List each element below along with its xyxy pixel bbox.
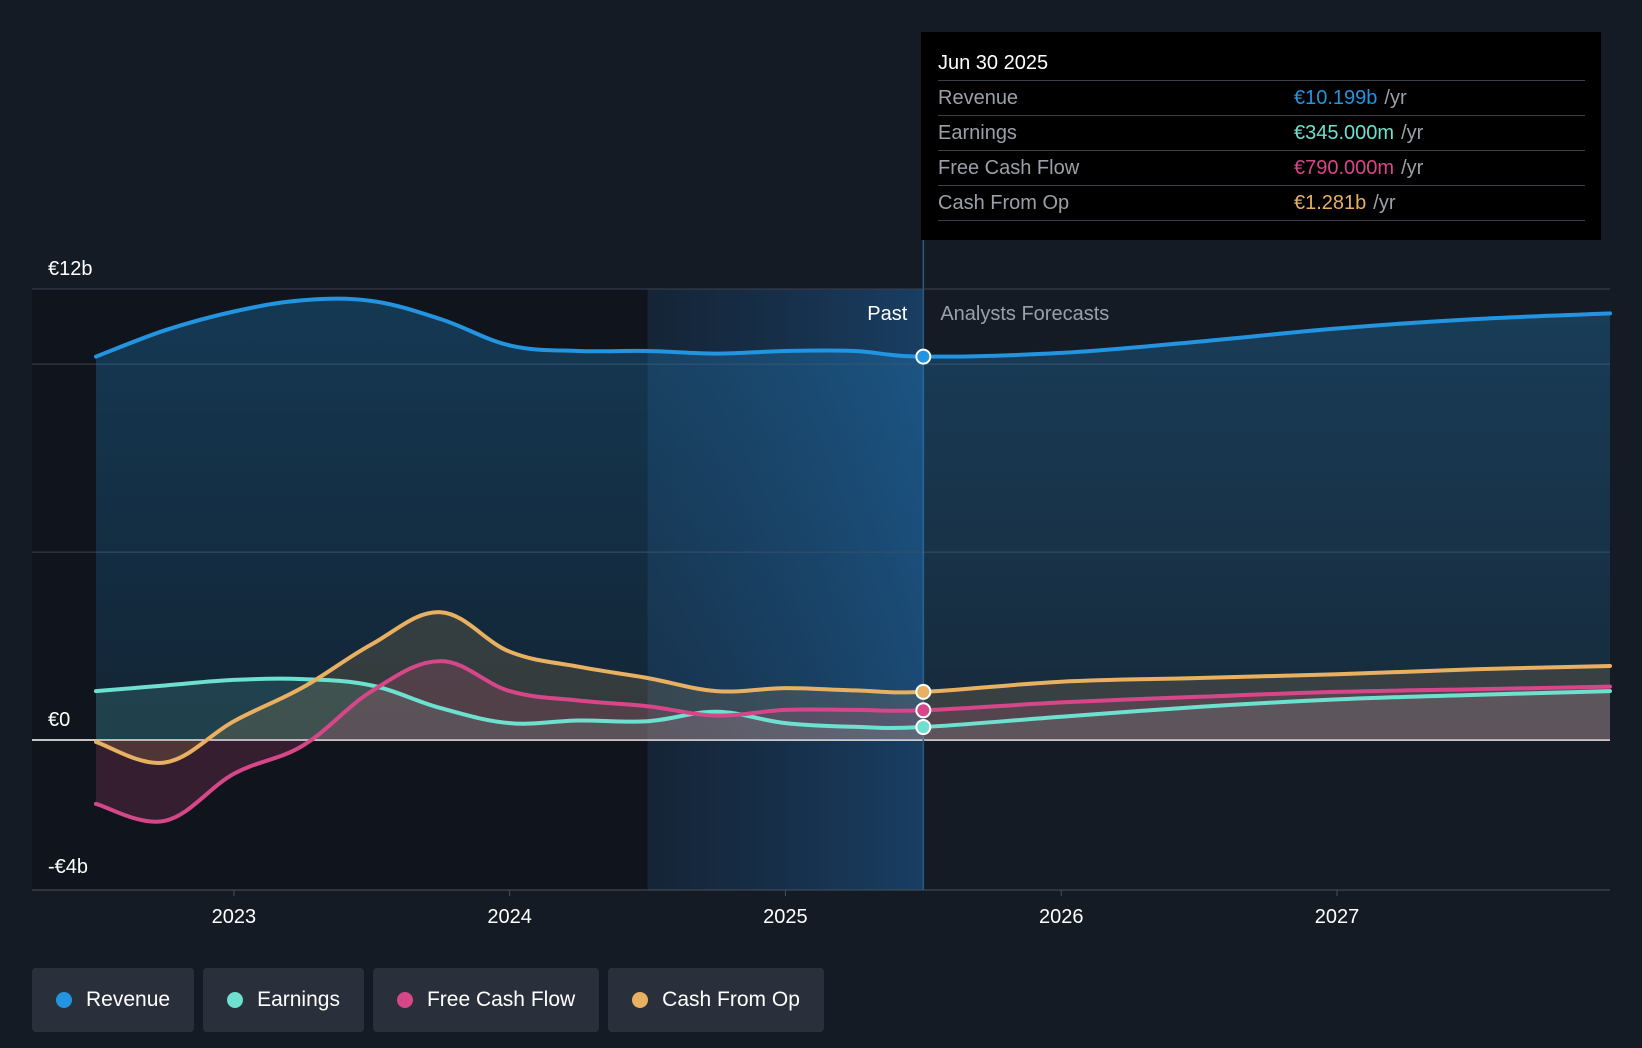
tooltip-row: Free Cash Flow €790.000m/yr — [938, 151, 1585, 186]
legend-item-revenue[interactable]: Revenue — [32, 968, 195, 1032]
forecast-label: Analysts Forecasts — [940, 303, 1109, 325]
tooltip-panel: Jun 30 2025 Revenue €10.199b/yr Earnings €3… — [921, 32, 1601, 240]
tooltip-row-label: Free Cash Flow — [938, 157, 1080, 179]
tooltip-row-unit: /yr — [1401, 157, 1424, 179]
cash-from-op-marker — [915, 683, 932, 700]
tooltip-row-value: €10.199b — [1294, 87, 1378, 109]
x-tick-label: 2026 — [1039, 906, 1084, 928]
earnings-marker — [915, 719, 932, 736]
x-tick-label: 2027 — [1315, 906, 1360, 928]
legend-dot-icon — [227, 992, 244, 1008]
free-cash-flow-line — [94, 659, 1612, 824]
y-tick-label: €12b — [48, 258, 93, 280]
cash-from-op-area — [96, 612, 1610, 763]
y-tick-label: -€4b — [48, 856, 88, 878]
earnings-line — [94, 676, 1612, 730]
x-tick-label: 2023 — [212, 906, 257, 928]
revenue-marker — [915, 348, 932, 365]
legend-label: Earnings — [257, 988, 340, 1011]
earnings-area — [96, 678, 1610, 740]
legend-item-cash-from-op[interactable]: Cash From Op — [608, 968, 824, 1032]
legend-dot-icon — [632, 992, 649, 1008]
tooltip-row-value: €1.281b — [1294, 192, 1367, 214]
x-tick-label: 2025 — [763, 906, 808, 928]
tooltip-row: Revenue €10.199b/yr — [938, 81, 1585, 116]
chart-legend: Revenue Earnings Free Cash Flow Cash From O… — [32, 968, 824, 1032]
tooltip-row: Cash From Op €1.281b/yr — [938, 186, 1585, 221]
earnings-revenue-chart: €12b €0 -€4b 2023 2024 2025 2026 2027 Past Analys… — [32, 240, 1612, 928]
legend-dot-icon — [56, 992, 72, 1008]
x-tick-label: 2024 — [487, 906, 532, 928]
tooltip-row-label: Cash From Op — [938, 192, 1070, 214]
legend-item-earnings[interactable]: Earnings — [203, 968, 364, 1032]
legend-label: Revenue — [86, 988, 171, 1011]
tooltip-row-value: €790.000m — [1294, 157, 1395, 179]
legend-label: Free Cash Flow — [426, 988, 576, 1011]
tooltip-row-value: €345.000m — [1294, 122, 1395, 144]
revenue-line — [94, 296, 1612, 359]
legend-item-free-cash-flow[interactable]: Free Cash Flow — [372, 968, 600, 1032]
tooltip-row-label: Revenue — [938, 87, 1019, 109]
free-cash-flow-marker — [915, 702, 932, 719]
cash-from-op-line — [94, 610, 1612, 765]
tooltip-date: Jun 30 2025 — [938, 46, 1585, 81]
legend-dot-icon — [396, 992, 413, 1008]
free-cash-flow-area — [96, 661, 1610, 822]
tooltip-row: Earnings €345.000m/yr — [938, 116, 1585, 151]
tooltip-row-unit: /yr — [1373, 192, 1396, 214]
past-label: Past — [867, 303, 907, 325]
legend-label: Cash From Op — [662, 988, 800, 1011]
y-tick-label: €0 — [48, 709, 70, 731]
tooltip-row-label: Earnings — [938, 122, 1017, 144]
tooltip-row-unit: /yr — [1384, 87, 1407, 109]
tooltip-row-unit: /yr — [1401, 122, 1424, 144]
